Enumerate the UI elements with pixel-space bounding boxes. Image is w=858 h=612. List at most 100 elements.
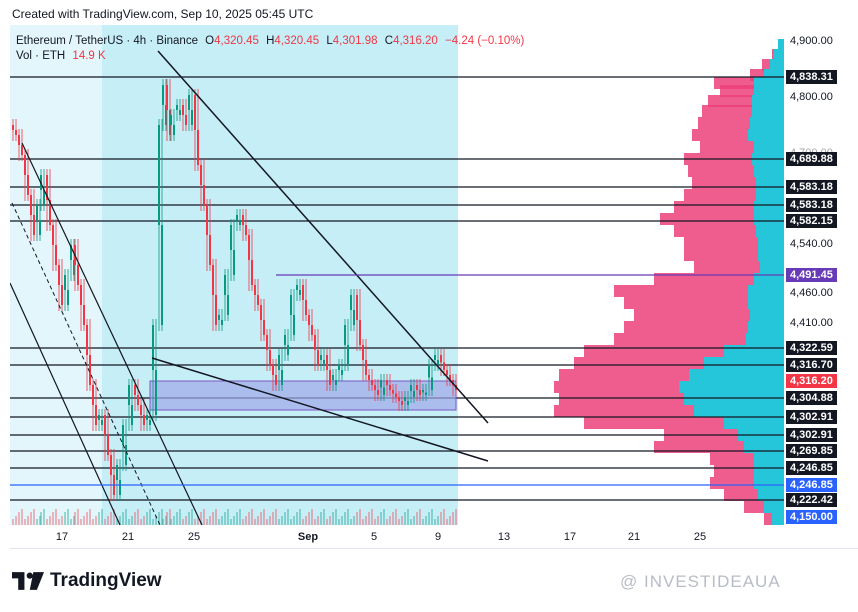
candle[interactable] — [434, 355, 436, 360]
candle[interactable] — [278, 355, 280, 370]
candle[interactable] — [248, 235, 250, 260]
candle[interactable] — [413, 391, 415, 397]
candle[interactable] — [269, 350, 271, 365]
candle[interactable] — [437, 360, 439, 365]
candle[interactable] — [64, 275, 66, 290]
candle[interactable] — [386, 380, 388, 385]
candle[interactable] — [359, 320, 361, 345]
candle[interactable] — [296, 285, 298, 290]
candle[interactable] — [236, 215, 238, 220]
candle[interactable] — [227, 295, 229, 315]
candle[interactable] — [39, 220, 41, 235]
candle[interactable] — [101, 420, 103, 425]
candle[interactable] — [368, 375, 370, 380]
candle[interactable] — [293, 315, 295, 335]
candle[interactable] — [404, 397, 406, 401]
candle[interactable] — [77, 265, 79, 285]
candle[interactable] — [176, 105, 178, 110]
candle[interactable] — [443, 362, 445, 371]
candle[interactable] — [371, 380, 373, 385]
candle[interactable] — [18, 135, 20, 145]
candle[interactable] — [314, 335, 316, 350]
candle[interactable] — [179, 110, 181, 115]
candle[interactable] — [212, 265, 214, 295]
price-axis[interactable]: 4,900.004,800.004,700.004,540.004,460.00… — [784, 25, 858, 525]
candle[interactable] — [410, 385, 412, 391]
descending-trendline[interactable] — [157, 50, 489, 424]
candle[interactable] — [95, 405, 97, 425]
candle[interactable] — [221, 320, 223, 325]
candle[interactable] — [21, 145, 23, 155]
candle[interactable] — [73, 260, 75, 275]
candle[interactable] — [263, 320, 265, 335]
candle[interactable] — [281, 370, 283, 385]
candle[interactable] — [170, 115, 172, 125]
candle[interactable] — [218, 315, 220, 320]
candle[interactable] — [200, 165, 202, 185]
chart-canvas[interactable] — [10, 25, 784, 525]
candle[interactable] — [275, 375, 277, 385]
candle[interactable] — [188, 95, 190, 110]
candle[interactable] — [377, 390, 379, 395]
candle[interactable] — [260, 305, 262, 320]
candle[interactable] — [46, 175, 48, 200]
candle[interactable] — [299, 290, 301, 295]
time-axis[interactable]: 17 21 25 Sep 5 9 13 17 21 25 — [10, 528, 784, 548]
lower-wedge-line[interactable] — [151, 357, 489, 462]
candle[interactable] — [290, 295, 292, 315]
candle[interactable] — [83, 305, 85, 325]
candle[interactable] — [398, 397, 400, 401]
candle[interactable] — [335, 380, 337, 385]
candle[interactable] — [61, 285, 63, 305]
candle[interactable] — [191, 110, 193, 125]
candle[interactable] — [305, 300, 307, 315]
candle[interactable] — [416, 385, 418, 390]
candle[interactable] — [89, 355, 91, 385]
candle[interactable] — [24, 155, 26, 175]
candle[interactable] — [422, 390, 424, 393]
candle[interactable] — [98, 415, 100, 420]
candle[interactable] — [251, 260, 253, 285]
candle[interactable] — [302, 285, 304, 300]
candle[interactable] — [230, 225, 232, 250]
candle[interactable] — [52, 225, 54, 245]
candle[interactable] — [86, 325, 88, 355]
candle[interactable] — [209, 235, 211, 265]
candle[interactable] — [383, 387, 385, 396]
candle[interactable] — [107, 435, 109, 455]
candle[interactable] — [173, 125, 175, 135]
candle[interactable] — [203, 185, 205, 205]
candle[interactable] — [356, 295, 358, 320]
tradingview-brand[interactable]: TradingView — [12, 570, 162, 592]
candle[interactable] — [122, 425, 124, 445]
candle[interactable] — [284, 335, 286, 345]
candle[interactable] — [365, 360, 367, 375]
candle[interactable] — [344, 325, 346, 345]
candle[interactable] — [449, 375, 451, 380]
candle[interactable] — [161, 225, 163, 325]
candle[interactable] — [428, 365, 430, 378]
candle[interactable] — [197, 130, 199, 165]
candle[interactable] — [155, 370, 157, 415]
candle[interactable] — [104, 415, 106, 435]
candle[interactable] — [323, 360, 325, 365]
candle[interactable] — [67, 290, 69, 305]
candle[interactable] — [401, 401, 403, 405]
candle[interactable] — [134, 385, 136, 395]
candle[interactable] — [224, 275, 226, 295]
candle[interactable] — [320, 355, 322, 360]
candle[interactable] — [215, 295, 217, 325]
candle[interactable] — [116, 465, 118, 480]
candle[interactable] — [140, 405, 142, 415]
candle[interactable] — [353, 310, 355, 325]
candle[interactable] — [341, 370, 343, 375]
candle[interactable] — [15, 130, 17, 135]
candle[interactable] — [27, 175, 29, 195]
candle[interactable] — [392, 390, 394, 394]
candle[interactable] — [194, 95, 196, 130]
candle[interactable] — [165, 105, 167, 125]
candle[interactable] — [125, 445, 127, 465]
candle[interactable] — [308, 315, 310, 325]
candle[interactable] — [149, 420, 151, 425]
candle[interactable] — [185, 115, 187, 125]
